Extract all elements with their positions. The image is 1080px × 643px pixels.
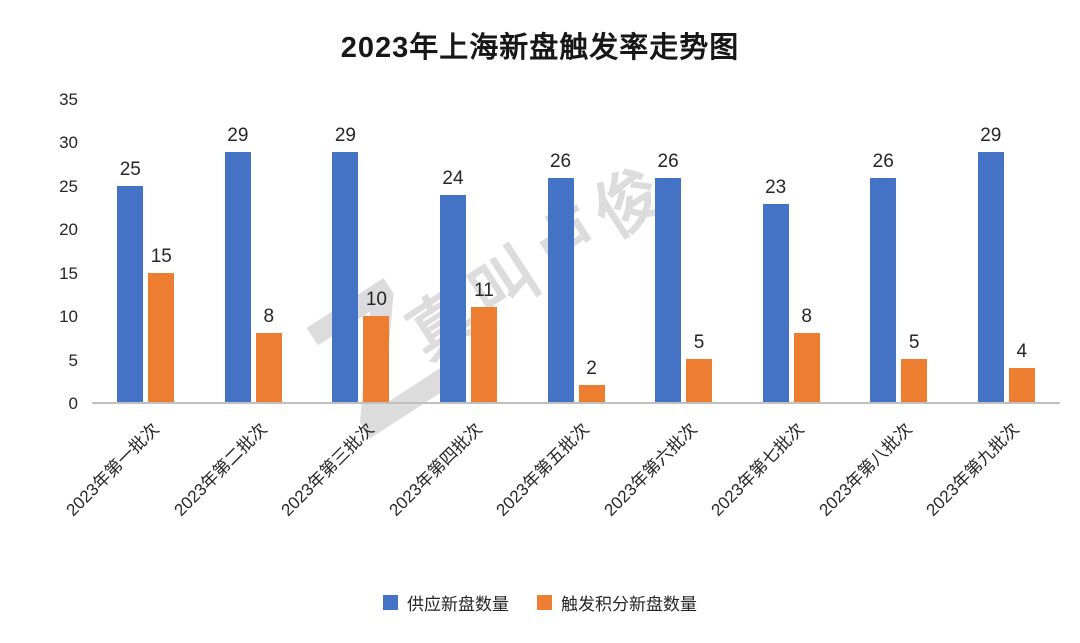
bar-value-label: 8 xyxy=(801,305,812,327)
bar xyxy=(547,177,574,402)
bar-wrap: 25 xyxy=(117,100,144,402)
legend: 供应新盘数量 触发积分新盘数量 xyxy=(0,590,1080,615)
bar xyxy=(363,315,390,402)
bar-value-label: 26 xyxy=(549,150,572,172)
bar-group: 29 4 xyxy=(953,100,1061,402)
bar-wrap: 11 xyxy=(470,100,497,402)
bar-wrap: 26 xyxy=(547,100,574,402)
bar-value-label: 11 xyxy=(474,280,494,302)
bar-group: 25 15 xyxy=(92,100,200,402)
bar xyxy=(578,384,605,402)
bar-wrap: 29 xyxy=(224,100,251,402)
bar-value-label: 4 xyxy=(1016,340,1028,362)
bar xyxy=(901,358,928,402)
bar-wrap: 24 xyxy=(439,100,466,402)
bar-value-label: 24 xyxy=(442,167,464,189)
bar xyxy=(224,151,251,402)
bar xyxy=(793,332,820,402)
y-tick-label: 20 xyxy=(59,220,78,240)
bar-wrap: 5 xyxy=(901,100,928,402)
bar-group: 29 8 xyxy=(200,100,308,402)
bar-group: 23 8 xyxy=(737,100,845,402)
bar-value-label: 29 xyxy=(334,124,356,146)
legend-label: 供应新盘数量 xyxy=(407,595,509,614)
x-label-cell: 2023年第九批次 xyxy=(923,416,1061,556)
x-tick-label: 2023年第一批次 xyxy=(62,419,163,520)
bar xyxy=(255,332,282,402)
bar xyxy=(762,203,789,402)
bar xyxy=(655,177,682,402)
bar-wrap: 15 xyxy=(148,100,175,402)
bar-group: 29 10 xyxy=(307,100,415,402)
bar xyxy=(686,358,713,402)
bar-wrap: 4 xyxy=(1008,100,1035,402)
bar-group: 26 5 xyxy=(630,100,738,402)
bar xyxy=(332,151,359,402)
bar-value-label: 25 xyxy=(119,159,141,181)
legend-item: 触发积分新盘数量 xyxy=(537,590,697,615)
bar xyxy=(117,186,144,402)
bar-value-label: 29 xyxy=(227,124,249,146)
x-axis-labels: 2023年第一批次 2023年第二批次 2023年第三批次 2023年第四批次 2023… xyxy=(62,416,1061,556)
bar-group: 24 11 xyxy=(415,100,523,402)
bar-wrap: 26 xyxy=(655,100,682,402)
legend-swatch xyxy=(383,595,398,610)
bar xyxy=(148,272,175,402)
bar-wrap: 10 xyxy=(363,100,390,402)
bar-wrap: 26 xyxy=(870,100,897,402)
bar-value-label: 5 xyxy=(908,331,920,353)
bar-value-label: 15 xyxy=(150,245,172,267)
y-tick-label: 5 xyxy=(68,350,78,370)
y-tick-label: 25 xyxy=(59,176,78,196)
bar xyxy=(870,177,897,402)
bar-value-label: 8 xyxy=(263,305,275,327)
legend-label: 触发积分新盘数量 xyxy=(561,595,697,614)
bar-wrap: 2 xyxy=(578,100,605,402)
bar-value-label: 26 xyxy=(872,150,894,172)
bar-group: 26 5 xyxy=(845,100,953,402)
bar xyxy=(977,151,1004,402)
bar xyxy=(439,194,466,402)
chart-title: 2023年上海新盘触发率走势图 xyxy=(340,32,740,64)
legend-item: 供应新盘数量 xyxy=(383,590,509,615)
bar-value-label: 10 xyxy=(365,288,387,310)
y-tick-label: 15 xyxy=(59,263,78,283)
y-tick-label: 30 xyxy=(59,133,78,153)
y-axis: 0 5 10 15 20 25 30 35 xyxy=(28,90,78,413)
bar-value-label: 5 xyxy=(693,331,705,353)
bar-value-label: 29 xyxy=(980,124,1002,146)
bar-value-label: 26 xyxy=(657,150,679,172)
bar-wrap: 23 xyxy=(762,100,789,402)
bar-wrap: 29 xyxy=(977,100,1004,402)
bar-wrap: 5 xyxy=(686,100,713,402)
y-tick-label: 10 xyxy=(59,307,78,327)
bar-group: 26 2 xyxy=(522,100,630,402)
y-tick-label: 35 xyxy=(59,90,78,109)
bar-wrap: 29 xyxy=(332,100,359,402)
bar-wrap: 8 xyxy=(255,100,282,402)
bar-wrap: 8 xyxy=(793,100,820,402)
bar-value-label: 23 xyxy=(765,176,787,198)
bar xyxy=(470,307,497,402)
legend-swatch xyxy=(537,595,552,610)
bar-value-label: 2 xyxy=(586,357,597,379)
plot-area: 25 15 29 8 29 10 24 11 26 2 26 5 23 8 26 5 29 4 xyxy=(92,100,1060,404)
bar xyxy=(1008,367,1035,402)
y-tick-label: 0 xyxy=(68,394,78,413)
